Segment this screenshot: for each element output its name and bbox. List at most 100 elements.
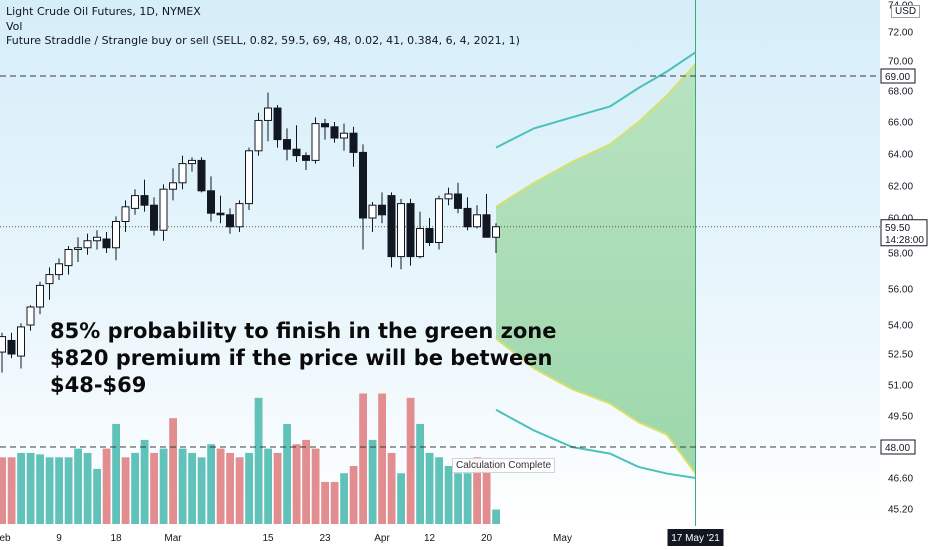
annotation-line-1: 85% probability to finish in the green z… <box>50 319 557 343</box>
time-axis-background <box>0 526 880 550</box>
candle <box>226 208 234 234</box>
candle <box>74 237 82 262</box>
badge-label: 69.00 <box>885 72 910 83</box>
zone-upper-edge <box>495 63 697 208</box>
symbol-title[interactable]: Light Crude Oil Futures, 1D, NYMEX <box>6 5 201 18</box>
volume-bar <box>102 448 111 524</box>
time-tick-label: May <box>553 533 572 544</box>
volume-bar <box>36 454 44 524</box>
volume-bars <box>0 393 500 524</box>
candle-body <box>36 284 44 308</box>
candle-body <box>349 132 358 153</box>
candle <box>83 233 92 255</box>
candle <box>197 157 206 193</box>
candle <box>302 152 310 170</box>
strike-price-badge: 48.00 <box>880 439 916 455</box>
plot-background <box>0 0 880 526</box>
outer-bands <box>495 51 697 479</box>
annotation-line-3: $48-$69 <box>50 373 147 397</box>
candle-body <box>492 226 500 238</box>
candle-body <box>292 148 301 157</box>
candle-body <box>216 212 225 216</box>
volume-bar <box>55 457 63 524</box>
candle-body <box>264 107 272 121</box>
countdown-label: 14:28:00 <box>885 235 924 246</box>
band-lower <box>495 408 696 479</box>
candle-body <box>311 123 320 161</box>
candle-body <box>102 238 111 249</box>
volume-bar <box>292 444 301 524</box>
candle <box>178 155 187 190</box>
candle-body <box>150 204 158 231</box>
time-tick-label: 18 <box>110 533 122 544</box>
annotation-line-2: $820 premium if the price will be betwee… <box>50 346 553 370</box>
price-tick-label: 72.00 <box>888 28 913 39</box>
expiry-date-bg <box>667 529 724 546</box>
price-tick-label: 51.00 <box>888 381 913 392</box>
candle-body <box>159 188 168 231</box>
price-tick-label: 66.00 <box>888 118 913 129</box>
candle-body <box>273 107 282 141</box>
price-tick-label: 64.00 <box>888 150 913 161</box>
candle-body <box>368 204 377 219</box>
volume-bar <box>473 457 481 524</box>
volume-bar <box>188 452 196 524</box>
indicator-legend[interactable]: Future Straddle / Strangle buy or sell (… <box>6 34 520 47</box>
candle <box>311 117 320 164</box>
candle <box>36 281 44 315</box>
candle-body <box>0 336 6 353</box>
volume-bar <box>397 473 405 524</box>
candle-body <box>197 159 206 192</box>
candles <box>0 92 500 373</box>
volume-bar <box>159 448 168 524</box>
candle <box>55 258 63 280</box>
price-tick-label: 68.00 <box>888 87 913 98</box>
candle <box>463 197 472 231</box>
candle <box>416 211 424 259</box>
currency-button[interactable]: USD <box>891 5 921 18</box>
volume-bar <box>435 457 443 524</box>
volume-bar <box>273 452 282 524</box>
volume-bar <box>283 423 291 524</box>
last-price-bg <box>880 219 928 247</box>
time-tick-label: Feb <box>0 533 11 544</box>
volume-bar <box>17 452 25 524</box>
candle <box>292 125 301 162</box>
chart-legend: Light Crude Oil Futures, 1D, NYMEX Vol F… <box>6 5 520 49</box>
price-tick-label: 52.50 <box>888 350 913 361</box>
badge-label: 48.00 <box>885 443 910 454</box>
volume-bar <box>378 393 386 524</box>
candle-body <box>245 150 253 205</box>
volume-bar <box>359 393 367 524</box>
time-axis[interactable]: Feb 9 18 Mar 15 23 Apr 12 20 May 17 May '21 <box>0 529 724 546</box>
volume-bar <box>0 457 7 524</box>
calculation-status: Calculation Complete <box>452 458 556 473</box>
volume-bar <box>26 452 35 524</box>
candle-body <box>416 228 424 258</box>
candle <box>359 144 367 250</box>
volume-legend[interactable]: Vol <box>6 19 23 33</box>
candle <box>93 230 101 250</box>
zone-lower-edge <box>495 337 697 475</box>
volume-bar <box>302 439 310 524</box>
volume-bar <box>321 481 329 524</box>
candle-body <box>454 193 462 209</box>
time-tick-label: Mar <box>164 533 182 544</box>
candle-body <box>178 163 187 184</box>
time-tick-label: Apr <box>374 533 390 544</box>
candle-body <box>226 214 234 228</box>
candle-body <box>302 155 310 161</box>
candle-body <box>425 228 434 243</box>
last-price-label: 59.50 <box>885 223 910 234</box>
time-tick-label: 17 May '21 <box>671 533 720 544</box>
candle-body <box>45 274 54 285</box>
candle-body <box>254 119 263 152</box>
price-tick-label: 46.60 <box>888 474 913 485</box>
time-tick-label: 23 <box>319 533 331 544</box>
strike-price-badge: 69.00 <box>880 68 916 84</box>
candle-body <box>55 263 63 276</box>
candle-body <box>435 198 443 244</box>
time-tick-label: 12 <box>424 533 436 544</box>
